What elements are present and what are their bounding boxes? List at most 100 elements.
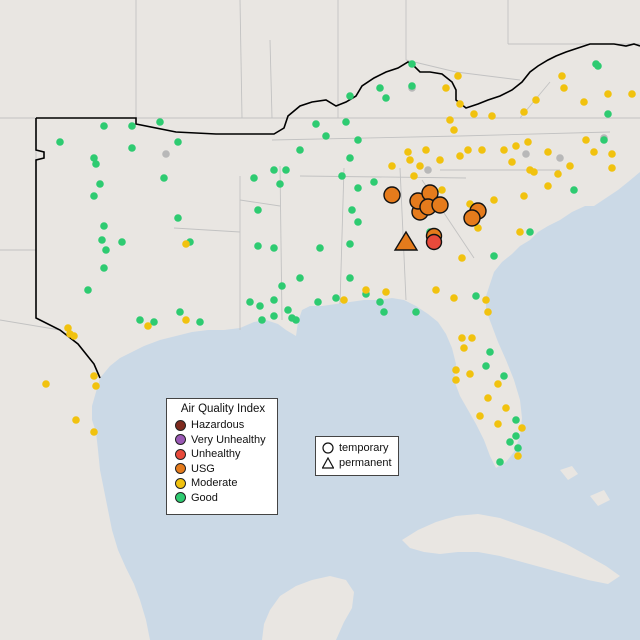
monitor-points[interactable] — [42, 60, 636, 466]
monitor-point-moderate[interactable] — [458, 254, 466, 262]
monitor-point-good[interactable] — [160, 174, 168, 182]
monitor-point-moderate[interactable] — [520, 192, 528, 200]
monitor-point-good[interactable] — [370, 178, 378, 186]
monitor-point-good[interactable] — [346, 154, 354, 162]
monitor-point-moderate[interactable] — [456, 100, 464, 108]
monitor-point-good[interactable] — [270, 296, 278, 304]
monitor-point-good[interactable] — [270, 244, 278, 252]
monitor-point-good[interactable] — [342, 118, 350, 126]
monitor-point-good[interactable] — [56, 138, 64, 146]
monitor-point-moderate[interactable] — [72, 416, 80, 424]
monitor-point-moderate[interactable] — [468, 334, 476, 342]
monitor-point-good[interactable] — [346, 240, 354, 248]
monitor-point-good[interactable] — [150, 318, 158, 326]
monitor-point-good[interactable] — [486, 348, 494, 356]
monitor-point-moderate[interactable] — [604, 90, 612, 98]
monitor-point-good[interactable] — [380, 308, 388, 316]
monitor-point-good[interactable] — [276, 180, 284, 188]
monitor-point-moderate[interactable] — [484, 394, 492, 402]
monitor-point-good[interactable] — [128, 122, 136, 130]
monitor-point-moderate[interactable] — [580, 98, 588, 106]
monitor-point-moderate[interactable] — [458, 334, 466, 342]
monitor-point-moderate[interactable] — [388, 162, 396, 170]
monitor-point-good[interactable] — [128, 144, 136, 152]
monitor-point-moderate[interactable] — [560, 84, 568, 92]
monitor-point-unknown[interactable] — [424, 166, 432, 174]
monitor-point-unknown[interactable] — [522, 150, 530, 158]
monitor-point-good[interactable] — [284, 306, 292, 314]
monitor-point-moderate[interactable] — [42, 380, 50, 388]
monitor-point-good[interactable] — [346, 92, 354, 100]
monitor-point-good[interactable] — [296, 146, 304, 154]
monitor-point-moderate[interactable] — [514, 452, 522, 460]
monitor-point-moderate[interactable] — [182, 240, 190, 248]
monitor-point-moderate[interactable] — [518, 424, 526, 432]
monitor-point-good[interactable] — [512, 416, 520, 424]
monitor-point-moderate[interactable] — [566, 162, 574, 170]
monitor-point-good[interactable] — [270, 312, 278, 320]
monitor-point-good[interactable] — [98, 236, 106, 244]
monitor-point-moderate[interactable] — [456, 152, 464, 160]
monitor-point-moderate[interactable] — [582, 136, 590, 144]
monitor-point-moderate[interactable] — [452, 366, 460, 374]
monitor-point-good[interactable] — [376, 298, 384, 306]
monitor-point-good[interactable] — [348, 206, 356, 214]
monitor-point-good[interactable] — [312, 120, 320, 128]
monitor-point-good[interactable] — [322, 132, 330, 140]
monitor-point-moderate[interactable] — [450, 294, 458, 302]
monitor-point-good[interactable] — [496, 458, 504, 466]
monitor-point-moderate[interactable] — [340, 296, 348, 304]
monitor-point-moderate[interactable] — [70, 332, 78, 340]
monitor-point-good[interactable] — [526, 228, 534, 236]
monitor-point-good[interactable] — [472, 292, 480, 300]
monitor-point-moderate[interactable] — [484, 308, 492, 316]
monitor-point-good[interactable] — [176, 308, 184, 316]
monitor-point-good[interactable] — [278, 282, 286, 290]
monitor-point-moderate[interactable] — [544, 182, 552, 190]
monitor-point-good[interactable] — [282, 166, 290, 174]
monitor-point-good[interactable] — [90, 192, 98, 200]
monitor-point-moderate[interactable] — [470, 110, 478, 118]
monitor-point-good[interactable] — [270, 166, 278, 174]
monitor-point-moderate[interactable] — [438, 186, 446, 194]
monitor-point-permanent-usg[interactable] — [393, 230, 419, 251]
monitor-point-good[interactable] — [156, 118, 164, 126]
monitor-point-good[interactable] — [338, 172, 346, 180]
monitor-point-unhealthy[interactable] — [425, 233, 443, 251]
monitor-point-good[interactable] — [354, 184, 362, 192]
monitor-point-moderate[interactable] — [520, 108, 528, 116]
monitor-point-moderate[interactable] — [628, 90, 636, 98]
monitor-point-moderate[interactable] — [590, 148, 598, 156]
monitor-point-moderate[interactable] — [524, 138, 532, 146]
monitor-point-moderate[interactable] — [494, 420, 502, 428]
monitor-point-good[interactable] — [408, 82, 416, 90]
monitor-point-good[interactable] — [100, 264, 108, 272]
monitor-point-moderate[interactable] — [494, 380, 502, 388]
monitor-point-good[interactable] — [254, 242, 262, 250]
monitor-point-moderate[interactable] — [92, 382, 100, 390]
monitor-point-moderate[interactable] — [544, 148, 552, 156]
monitor-point-moderate[interactable] — [382, 288, 390, 296]
monitor-point-good[interactable] — [250, 174, 258, 182]
monitor-point-moderate[interactable] — [516, 228, 524, 236]
monitor-point-good[interactable] — [92, 160, 100, 168]
monitor-point-moderate[interactable] — [502, 404, 510, 412]
monitor-point-good[interactable] — [102, 246, 110, 254]
monitor-point-good[interactable] — [506, 438, 514, 446]
monitor-point-moderate[interactable] — [452, 376, 460, 384]
monitor-point-good[interactable] — [376, 84, 384, 92]
monitor-point-good[interactable] — [174, 214, 182, 222]
monitor-point-moderate[interactable] — [488, 112, 496, 120]
monitor-point-good[interactable] — [256, 302, 264, 310]
monitor-point-moderate[interactable] — [90, 372, 98, 380]
monitor-point-moderate[interactable] — [490, 196, 498, 204]
monitor-point-good[interactable] — [316, 244, 324, 252]
monitor-point-usg[interactable] — [383, 186, 401, 204]
monitor-point-good[interactable] — [246, 298, 254, 306]
monitor-point-good[interactable] — [332, 294, 340, 302]
monitor-point-moderate[interactable] — [476, 412, 484, 420]
monitor-point-good[interactable] — [354, 218, 362, 226]
monitor-point-unknown[interactable] — [162, 150, 170, 158]
